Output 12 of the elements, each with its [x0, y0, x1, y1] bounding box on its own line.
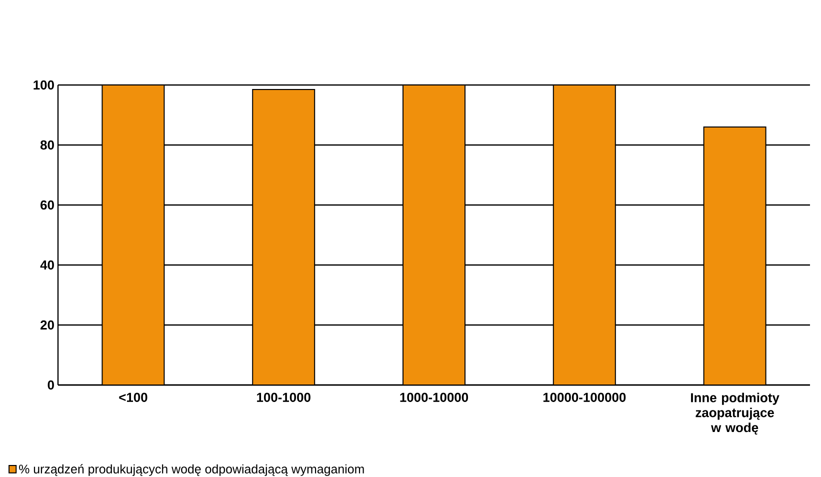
y-tick-label: 40: [40, 260, 54, 270]
x-tick-label: 1000-10000: [400, 392, 468, 402]
x-tick-label: <100: [119, 392, 148, 402]
y-tick-label: 100: [34, 80, 54, 90]
y-tick-label: 0: [48, 380, 54, 390]
x-tick-label: 10000-100000: [543, 392, 626, 402]
y-tick-label: 80: [40, 140, 54, 150]
y-tick-label: 20: [40, 320, 54, 330]
x-tick-label: Inne podmioty zaopatrujące w wodę: [691, 392, 780, 435]
y-tick-label: 60: [40, 200, 54, 210]
legend-label: % urządzeń produkujących wodę odpowiadającą wymaganiom: [19, 464, 364, 476]
x-tick-label: 100-1000: [257, 392, 310, 402]
